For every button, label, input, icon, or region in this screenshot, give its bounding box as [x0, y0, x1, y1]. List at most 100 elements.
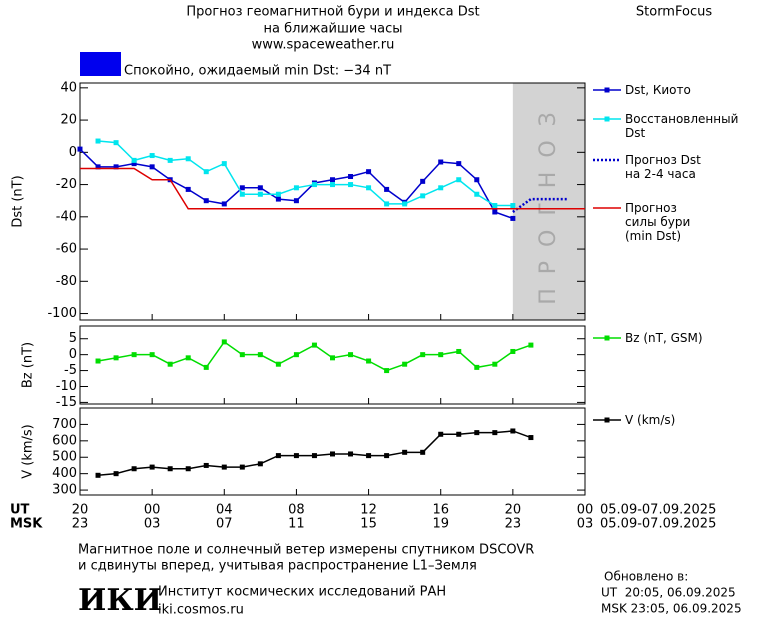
point [311, 182, 317, 188]
point [510, 203, 516, 209]
point [149, 153, 155, 159]
x-tick-label: 20 [505, 503, 522, 518]
updated-ut: UT 20:05, 06.09.2025 [601, 586, 736, 600]
point [311, 342, 317, 348]
point [474, 430, 480, 436]
point [366, 453, 372, 459]
brand: StormFocus [636, 5, 712, 20]
legend-label: Dst, Киото [625, 83, 691, 97]
point [95, 164, 101, 170]
point [528, 342, 534, 348]
x-tick-label: 23 [72, 517, 89, 532]
y-tick-label: 400 [52, 466, 77, 481]
point [492, 203, 498, 209]
y-tick-label: -60 [56, 242, 77, 257]
x-tick-label: 19 [432, 517, 449, 532]
y-tick-label: -100 [47, 306, 77, 321]
point [293, 185, 299, 191]
point [492, 361, 498, 367]
point [221, 201, 227, 207]
point [474, 191, 480, 197]
logo: ИКИ [78, 583, 162, 618]
y-tick-label: 5 [69, 331, 77, 346]
point [185, 466, 191, 472]
legend-label: V (km/s) [625, 413, 676, 427]
status-box [80, 52, 121, 76]
point [492, 209, 498, 215]
point [510, 348, 516, 354]
point [113, 140, 119, 146]
point [384, 453, 390, 459]
point [384, 186, 390, 192]
point [77, 146, 83, 152]
point [528, 435, 534, 441]
point [456, 177, 462, 183]
y-tick-label: 300 [52, 483, 77, 498]
x-tick-label: 23 [505, 517, 522, 532]
x-tick-label: 03 [577, 517, 594, 532]
legend-marker [604, 335, 610, 341]
point [113, 471, 119, 477]
point [456, 431, 462, 437]
y-tick-label: 700 [52, 417, 77, 432]
y-tick-label: 0 [69, 347, 77, 362]
time-row-label: MSK [10, 517, 43, 532]
point [510, 428, 516, 434]
point [293, 453, 299, 459]
legend-label: Восстановленный Dst [625, 112, 739, 140]
status-text: Спокойно, ожидаемый min Dst: −34 nT [124, 64, 391, 79]
y-tick-label: 500 [52, 450, 77, 465]
y-tick-label: -10 [56, 379, 77, 394]
point [438, 159, 444, 165]
y-tick-label: -15 [56, 395, 77, 410]
point [420, 352, 426, 358]
point [366, 185, 372, 191]
y-tick-label: -40 [56, 209, 77, 224]
y-tick-label: -80 [56, 274, 77, 289]
point [402, 201, 408, 207]
point [95, 138, 101, 144]
y-tick-label: 40 [60, 80, 77, 95]
point [474, 177, 480, 183]
y-tick-label: 600 [52, 433, 77, 448]
series-line [97, 140, 513, 207]
y-axis-label: Dst (nT) [11, 175, 26, 227]
x-tick-label: 12 [360, 503, 377, 518]
point [131, 157, 137, 163]
point [203, 169, 209, 175]
point [420, 178, 426, 184]
point [366, 169, 372, 175]
point [131, 161, 137, 167]
site: iki.cosmos.ru [158, 603, 244, 618]
point [330, 355, 335, 361]
point [456, 161, 462, 167]
point [330, 451, 335, 457]
point [420, 449, 426, 455]
point [113, 164, 119, 170]
date-range: 05.09-07.09.2025 [600, 517, 716, 532]
point [275, 361, 281, 367]
x-tick-label: 08 [288, 503, 305, 518]
x-tick-label: 11 [288, 517, 305, 532]
legend-marker [604, 417, 610, 423]
point [221, 339, 227, 345]
point [149, 464, 155, 470]
point [420, 193, 426, 199]
point [402, 361, 408, 367]
point [239, 464, 245, 470]
point [203, 198, 209, 204]
url: www.spaceweather.ru [252, 38, 395, 53]
point [185, 156, 191, 162]
point [239, 191, 245, 197]
point [384, 201, 390, 207]
point [330, 177, 335, 183]
point [492, 430, 498, 436]
note: и сдвинуты вперед, учитывая распростране… [78, 559, 477, 574]
point [257, 185, 263, 191]
series-line [512, 197, 567, 213]
point [348, 451, 354, 457]
point [221, 464, 227, 470]
point [348, 182, 354, 188]
